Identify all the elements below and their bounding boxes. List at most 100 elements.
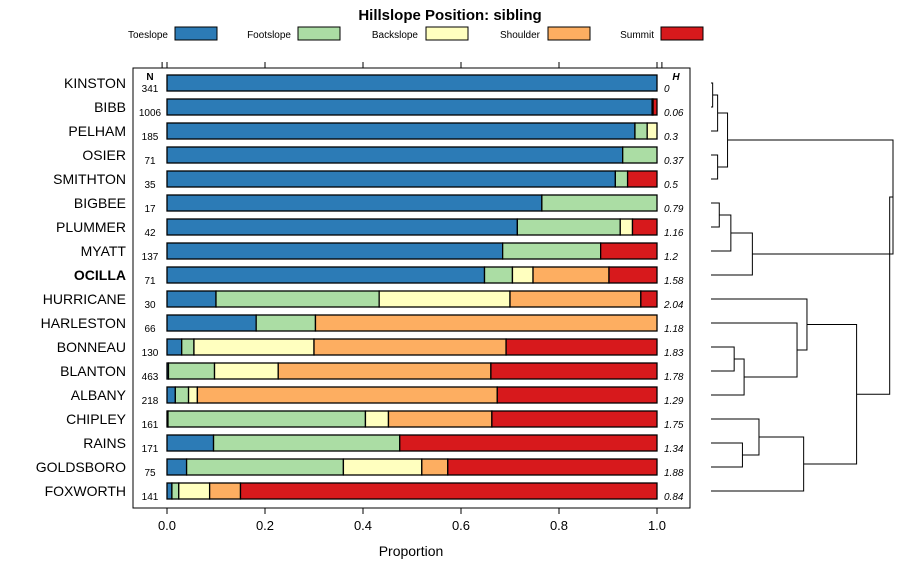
legend-swatch — [425, 26, 469, 41]
row-n: 341 — [142, 84, 159, 95]
row-h: 0 — [664, 84, 670, 95]
bar-segment-toeslope — [166, 458, 188, 476]
bar-segment-footslope — [634, 122, 648, 140]
row-n: 171 — [142, 444, 159, 455]
bar-row: SMITHTON 35 0.5 — [53, 170, 678, 191]
bar-segment-summit — [640, 290, 658, 308]
bar-row: OSIER 71 0.37 — [82, 146, 684, 167]
bar-segment-toeslope — [166, 194, 543, 212]
bar-segment-backslope — [364, 410, 390, 428]
bar-segment-footslope — [483, 266, 514, 284]
x-axis-label: Proportion — [379, 543, 444, 559]
top-axis-ticks — [161, 62, 663, 68]
row-n: 71 — [144, 156, 156, 167]
row-h: 0.3 — [664, 132, 678, 143]
dendrogram-link — [711, 232, 753, 276]
row-n: 141 — [142, 492, 159, 503]
bar-rows: KINSTON 341 0 BIBB 1006 0.06 PELHAM 185 0.3 OSIER… — [36, 74, 684, 503]
bar-segment-footslope — [501, 242, 602, 260]
bar-segment-summit — [490, 362, 658, 380]
bar-segment-toeslope — [166, 146, 624, 164]
legend-label: Toeslope — [128, 30, 168, 41]
dendrogram-link — [711, 358, 745, 396]
bar-segment-toeslope — [166, 482, 173, 500]
row-n: 30 — [144, 300, 156, 311]
bar-segment-summit — [491, 410, 658, 428]
dendrogram-link — [711, 82, 714, 108]
bar-segment-summit — [652, 98, 658, 116]
legend-label: Footslope — [247, 30, 291, 41]
bar-segment-backslope — [187, 386, 199, 404]
row-name: PELHAM — [68, 123, 126, 139]
row-name: KINSTON — [64, 75, 126, 91]
row-h: 0.79 — [664, 204, 684, 215]
legend-label: Summit — [620, 30, 654, 41]
bar-segment-backslope — [213, 362, 279, 380]
legend: Toeslope Footslope Backslope Shoulder Summit — [128, 26, 704, 41]
x-tick-label: 0.2 — [256, 518, 274, 533]
bar-segment-toeslope — [166, 170, 617, 188]
row-n: 137 — [142, 252, 159, 263]
row-name: BLANTON — [60, 363, 126, 379]
row-n: 218 — [142, 396, 159, 407]
row-h: 1.58 — [664, 276, 684, 287]
bar-segment-toeslope — [166, 290, 217, 308]
bar-row: HARLESTON 66 1.18 — [41, 314, 684, 335]
dendrogram-link — [711, 214, 732, 252]
bar-row: BLANTON 463 1.78 — [60, 362, 684, 383]
bar-segment-backslope — [646, 122, 658, 140]
bar-segment-footslope — [167, 410, 367, 428]
row-name: BIBB — [94, 99, 126, 115]
bar-segment-toeslope — [166, 74, 658, 92]
bar-row: BIGBEE 17 0.79 — [74, 194, 684, 215]
row-n: 17 — [144, 204, 156, 215]
row-n: 463 — [142, 372, 159, 383]
bar-segment-summit — [600, 242, 658, 260]
bar-row: BIBB 1006 0.06 — [94, 98, 684, 119]
dendrogram-link — [711, 436, 805, 492]
dendrogram-link — [711, 418, 760, 456]
row-h: 1.88 — [664, 468, 684, 479]
dendrogram-link — [711, 346, 735, 372]
bar-row: PELHAM 185 0.3 — [68, 122, 678, 143]
plot-frame — [132, 67, 691, 509]
row-n: 66 — [144, 324, 156, 335]
row-h: 1.29 — [664, 396, 684, 407]
bar-segment-toeslope — [166, 122, 636, 140]
bar-segment-toeslope — [166, 338, 183, 356]
bar-segment-footslope — [171, 482, 180, 500]
row-h: 1.16 — [664, 228, 684, 239]
row-name: BONNEAU — [57, 339, 126, 355]
row-h: 1.2 — [664, 252, 678, 263]
row-n: 130 — [142, 348, 159, 359]
row-name: RAINS — [83, 435, 126, 451]
row-n: 161 — [142, 420, 159, 431]
bar-segment-shoulder — [509, 290, 642, 308]
bar-segment-footslope — [541, 194, 658, 212]
row-name: SMITHTON — [53, 171, 126, 187]
x-tick-label: 0.8 — [550, 518, 568, 533]
bar-segment-footslope — [174, 386, 190, 404]
bar-segment-summit — [399, 434, 658, 452]
row-h: 1.75 — [664, 420, 684, 431]
bar-segment-toeslope — [166, 98, 653, 116]
bar-segment-backslope — [511, 266, 534, 284]
row-n: 71 — [144, 276, 156, 287]
dendrogram-link — [711, 298, 808, 351]
bar-segment-footslope — [215, 290, 380, 308]
bar-row: BONNEAU 130 1.83 — [57, 338, 684, 359]
bar-segment-shoulder — [196, 386, 498, 404]
x-tick-label: 1.0 — [648, 518, 666, 533]
legend-swatch — [174, 26, 218, 41]
row-name: PLUMMER — [56, 219, 126, 235]
bar-segment-shoulder — [421, 458, 449, 476]
bar-segment-shoulder — [277, 362, 492, 380]
bar-segment-footslope — [614, 170, 629, 188]
bar-segment-footslope — [516, 218, 621, 236]
bar-segment-summit — [447, 458, 658, 476]
bar-segment-backslope — [342, 458, 423, 476]
bar-segment-summit — [496, 386, 658, 404]
bar-segment-shoulder — [314, 314, 658, 332]
row-name: CHIPLEY — [66, 411, 127, 427]
